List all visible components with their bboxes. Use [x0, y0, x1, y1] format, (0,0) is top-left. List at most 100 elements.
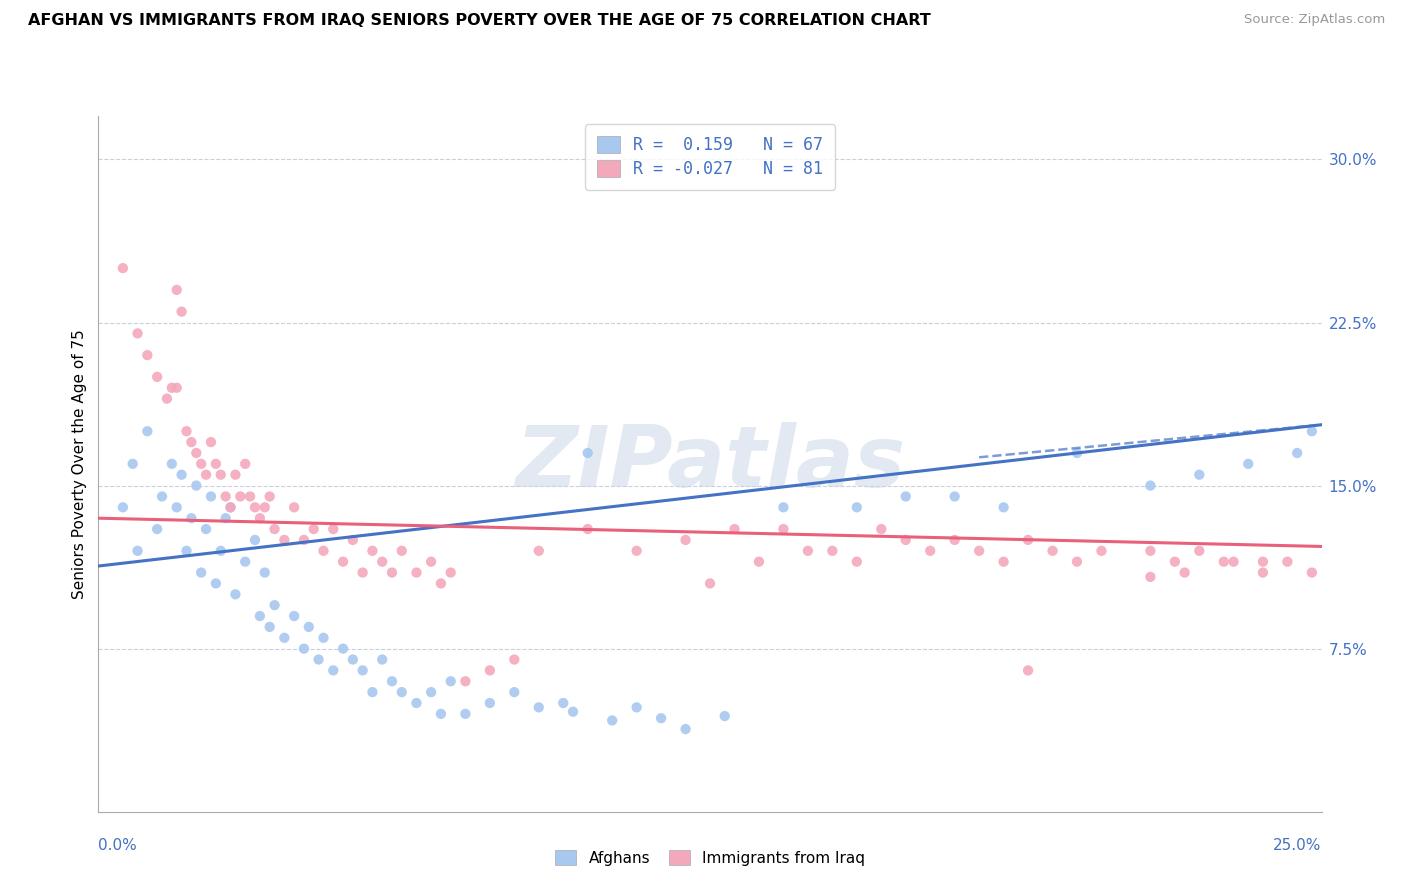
Point [209, 467, 232, 482]
Point [322, 664, 344, 678]
Point [562, 705, 585, 719]
Point [332, 641, 354, 656]
Point [1222, 555, 1244, 569]
Point [243, 533, 266, 547]
Point [420, 685, 443, 699]
Point [273, 533, 295, 547]
Point [160, 381, 183, 395]
Point [1090, 544, 1112, 558]
Point [993, 555, 1015, 569]
Point [993, 500, 1015, 515]
Point [176, 544, 198, 558]
Point [214, 511, 236, 525]
Point [166, 381, 188, 395]
Point [943, 490, 966, 504]
Point [224, 587, 246, 601]
Y-axis label: Seniors Poverty Over the Age of 75: Seniors Poverty Over the Age of 75 [72, 329, 87, 599]
Point [1237, 457, 1260, 471]
Point [219, 500, 242, 515]
Point [180, 511, 202, 525]
Point [845, 555, 868, 569]
Point [200, 435, 222, 450]
Point [1139, 544, 1161, 558]
Point [322, 522, 344, 536]
Point [312, 631, 335, 645]
Point [1042, 544, 1064, 558]
Point [253, 566, 276, 580]
Text: ZIPatlas: ZIPatlas [515, 422, 905, 506]
Point [180, 435, 202, 450]
Point [1017, 533, 1039, 547]
Point [195, 467, 218, 482]
Point [894, 490, 917, 504]
Point [249, 511, 271, 525]
Point [332, 555, 354, 569]
Point [308, 652, 330, 666]
Point [371, 555, 394, 569]
Point [233, 555, 256, 569]
Point [675, 533, 697, 547]
Point [381, 674, 404, 689]
Point [283, 500, 305, 515]
Point [249, 609, 271, 624]
Point [233, 457, 256, 471]
Point [136, 348, 159, 362]
Point [967, 544, 990, 558]
Point [160, 457, 183, 471]
Point [253, 500, 276, 515]
Point [273, 631, 295, 645]
Point [127, 544, 149, 558]
Point [111, 500, 134, 515]
Text: 25.0%: 25.0% [1274, 838, 1322, 854]
Point [243, 500, 266, 515]
Point [797, 544, 820, 558]
Point [205, 576, 228, 591]
Point [1251, 555, 1274, 569]
Point [136, 424, 159, 438]
Point [920, 544, 942, 558]
Point [713, 709, 735, 723]
Point [626, 700, 648, 714]
Point [870, 522, 893, 536]
Point [219, 500, 242, 515]
Point [440, 566, 463, 580]
Point [263, 522, 285, 536]
Text: 0.0%: 0.0% [98, 838, 138, 854]
Point [527, 544, 550, 558]
Point [723, 522, 745, 536]
Point [283, 609, 305, 624]
Point [239, 490, 262, 504]
Point [214, 490, 236, 504]
Point [166, 283, 188, 297]
Point [600, 714, 623, 728]
Point [1188, 544, 1211, 558]
Point [1286, 446, 1309, 460]
Point [312, 544, 335, 558]
Point [1164, 555, 1187, 569]
Point [430, 576, 453, 591]
Point [127, 326, 149, 341]
Point [302, 522, 325, 536]
Point [186, 446, 208, 460]
Point [405, 566, 427, 580]
Point [894, 533, 917, 547]
Point [1277, 555, 1299, 569]
Point [1301, 566, 1323, 580]
Point [1066, 555, 1088, 569]
Point [1066, 446, 1088, 460]
Point [503, 685, 526, 699]
Point [292, 641, 315, 656]
Point [391, 544, 413, 558]
Point [527, 700, 550, 714]
Point [626, 544, 648, 558]
Point [352, 664, 374, 678]
Point [650, 711, 672, 725]
Point [381, 566, 404, 580]
Point [845, 500, 868, 515]
Text: Source: ZipAtlas.com: Source: ZipAtlas.com [1244, 13, 1385, 27]
Point [1251, 566, 1274, 580]
Point [1017, 664, 1039, 678]
Point [150, 490, 173, 504]
Point [1139, 570, 1161, 584]
Point [190, 457, 212, 471]
